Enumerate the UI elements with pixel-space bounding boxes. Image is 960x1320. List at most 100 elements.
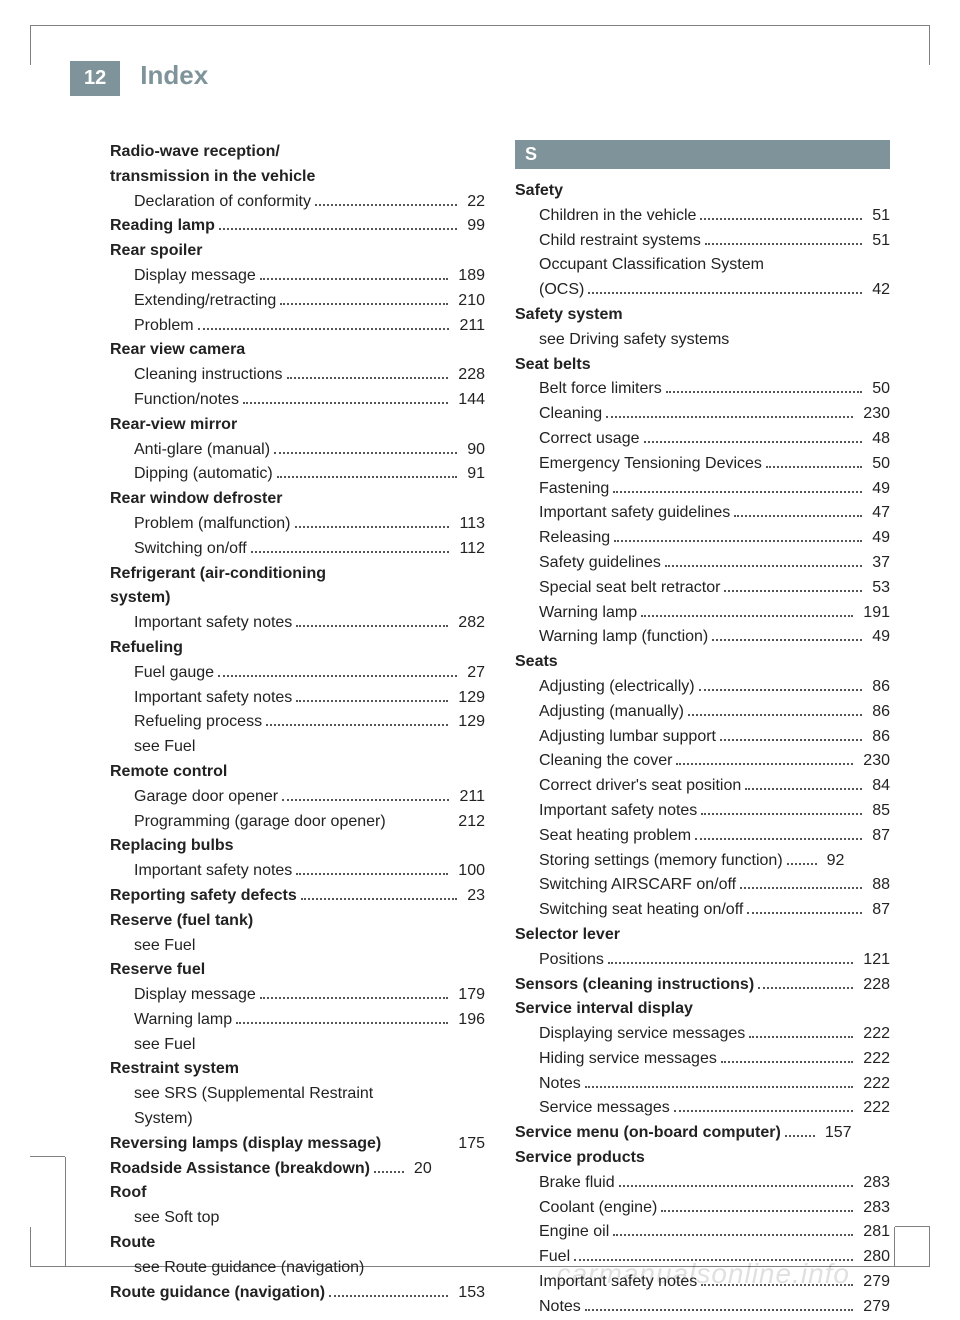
index-entry: Important safety guidelines 47 <box>515 501 890 526</box>
index-entry-label: Emergency Tensioning Devices <box>539 452 762 477</box>
index-entry-page: 222 <box>857 1072 890 1097</box>
index-entry-label: Cleaning instructions <box>134 363 283 388</box>
index-heading: Safety system <box>515 303 890 328</box>
index-heading: Radio-wave reception/ <box>110 140 485 165</box>
index-entry-page: 129 <box>452 686 485 711</box>
index-entry-page: 212 <box>452 810 485 835</box>
index-entry-page: 100 <box>452 859 485 884</box>
tab-marker <box>895 1226 930 1227</box>
index-entry: Garage door opener211 <box>110 785 485 810</box>
index-entry-page: 175 <box>452 1132 485 1157</box>
page-title: Index <box>140 60 208 91</box>
leader-dots <box>661 1210 853 1212</box>
leader-dots <box>644 441 863 443</box>
index-entry: Fastening49 <box>515 477 890 502</box>
index-entry: Warning lamp191 <box>515 601 890 626</box>
index-entry-page: 53 <box>866 576 890 601</box>
border <box>30 25 930 26</box>
leader-dots <box>766 466 862 468</box>
index-entry-label: Correct usage <box>539 427 640 452</box>
leader-dots <box>260 997 448 999</box>
index-entry-label: Fuel gauge <box>134 661 214 686</box>
index-entry-page: 48 <box>866 427 890 452</box>
index-entry: Correct driver's seat position84 <box>515 774 890 799</box>
index-heading: Route <box>110 1231 485 1256</box>
index-entry-label: Garage door opener <box>134 785 278 810</box>
index-entry-page: 112 <box>453 537 485 562</box>
index-entry-label: Important safety notes <box>134 686 292 711</box>
index-subtext: see Fuel <box>110 934 485 959</box>
index-entry: Refueling process129 <box>110 710 485 735</box>
index-entry-page: 23 <box>461 884 485 909</box>
leader-dots <box>277 476 457 478</box>
index-entry-label: Important safety notes <box>539 799 697 824</box>
index-entry-page: 50 <box>866 377 890 402</box>
watermark: carmanualsonline.info <box>557 1258 850 1290</box>
page-header: 12 Index <box>70 60 208 96</box>
index-entry-label: (OCS) <box>539 278 584 303</box>
index-heading: Replacing bulbs <box>110 834 485 859</box>
index-entry: Cleaning230 <box>515 402 890 427</box>
index-heading: Seat belts <box>515 353 890 378</box>
index-entry-label: Fastening <box>539 477 609 502</box>
index-entry-label: Cleaning the cover <box>539 749 672 774</box>
index-entry-page: 230 <box>857 402 890 427</box>
index-entry-label: Important safety guidelines <box>539 501 730 526</box>
index-entry-page: 121 <box>857 948 890 973</box>
index-entry-label: Sensors (cleaning instructions) <box>515 973 754 998</box>
index-entry-page: 84 <box>866 774 890 799</box>
index-subtext: see Route guidance (navigation) <box>110 1256 485 1281</box>
leader-dots <box>665 565 862 567</box>
index-entry-label: Switching AIRSCARF on/off <box>539 873 736 898</box>
index-subtext: Occupant Classification System <box>515 253 890 278</box>
index-entry-label: Extending/retracting <box>134 289 276 314</box>
index-entry-label: Seat heating problem <box>539 824 691 849</box>
index-entry-page: 47 <box>866 501 890 526</box>
index-entry-label: Releasing <box>539 526 610 551</box>
index-entry: Reading lamp99 <box>110 214 485 239</box>
index-entry: Special seat belt retractor53 <box>515 576 890 601</box>
index-entry-label: Switching seat heating on/off <box>539 898 743 923</box>
index-entry-page: 92 <box>821 849 845 874</box>
index-entry: Hiding service messages222 <box>515 1047 890 1072</box>
leader-dots <box>674 1110 854 1112</box>
index-heading: Reserve fuel <box>110 958 485 983</box>
index-entry-page: 191 <box>857 601 890 626</box>
leader-dots <box>219 228 457 230</box>
leader-dots <box>243 402 448 404</box>
index-entry: Important safety notes282 <box>110 611 485 636</box>
tab-marker <box>30 1156 65 1157</box>
index-entry: Seat heating problem87 <box>515 824 890 849</box>
index-entry-label: Children in the vehicle <box>539 204 696 229</box>
index-entry-page: 27 <box>461 661 485 686</box>
index-entry-label: Displaying service messages <box>539 1022 745 1047</box>
leader-dots <box>701 813 862 815</box>
index-heading: Service interval display <box>515 997 890 1022</box>
index-heading: Rear spoiler <box>110 239 485 264</box>
leader-dots <box>747 912 862 914</box>
index-entry: Adjusting (electrically)86 <box>515 675 890 700</box>
index-entry-page: 91 <box>461 462 485 487</box>
leader-dots <box>296 700 448 702</box>
index-entry: Problem211 <box>110 314 485 339</box>
index-entry-label: Adjusting lumbar support <box>539 725 716 750</box>
index-entry-label: Adjusting (manually) <box>539 700 684 725</box>
index-entry-label: Notes <box>539 1295 581 1320</box>
index-entry-label: Dipping (automatic) <box>134 462 273 487</box>
index-subtext: see Fuel <box>110 1033 485 1058</box>
index-entry: Correct usage 48 <box>515 427 890 452</box>
index-entry-label: Reading lamp <box>110 214 215 239</box>
index-entry: Anti-glare (manual)90 <box>110 438 485 463</box>
tab-marker <box>65 1157 66 1267</box>
index-entry: Service menu (on-board computer)157 <box>515 1121 890 1146</box>
index-entry: Belt force limiters50 <box>515 377 890 402</box>
index-heading: Safety <box>515 179 890 204</box>
index-entry-label: Child restraint systems <box>539 229 701 254</box>
border <box>30 25 31 65</box>
index-entry-label: Function/notes <box>134 388 239 413</box>
index-entry-label: Storing settings (memory function) <box>539 849 783 874</box>
leader-dots <box>218 675 457 677</box>
index-entry: Notes279 <box>515 1295 890 1320</box>
leader-dots <box>705 243 862 245</box>
index-entry-page: 20 <box>408 1157 432 1182</box>
